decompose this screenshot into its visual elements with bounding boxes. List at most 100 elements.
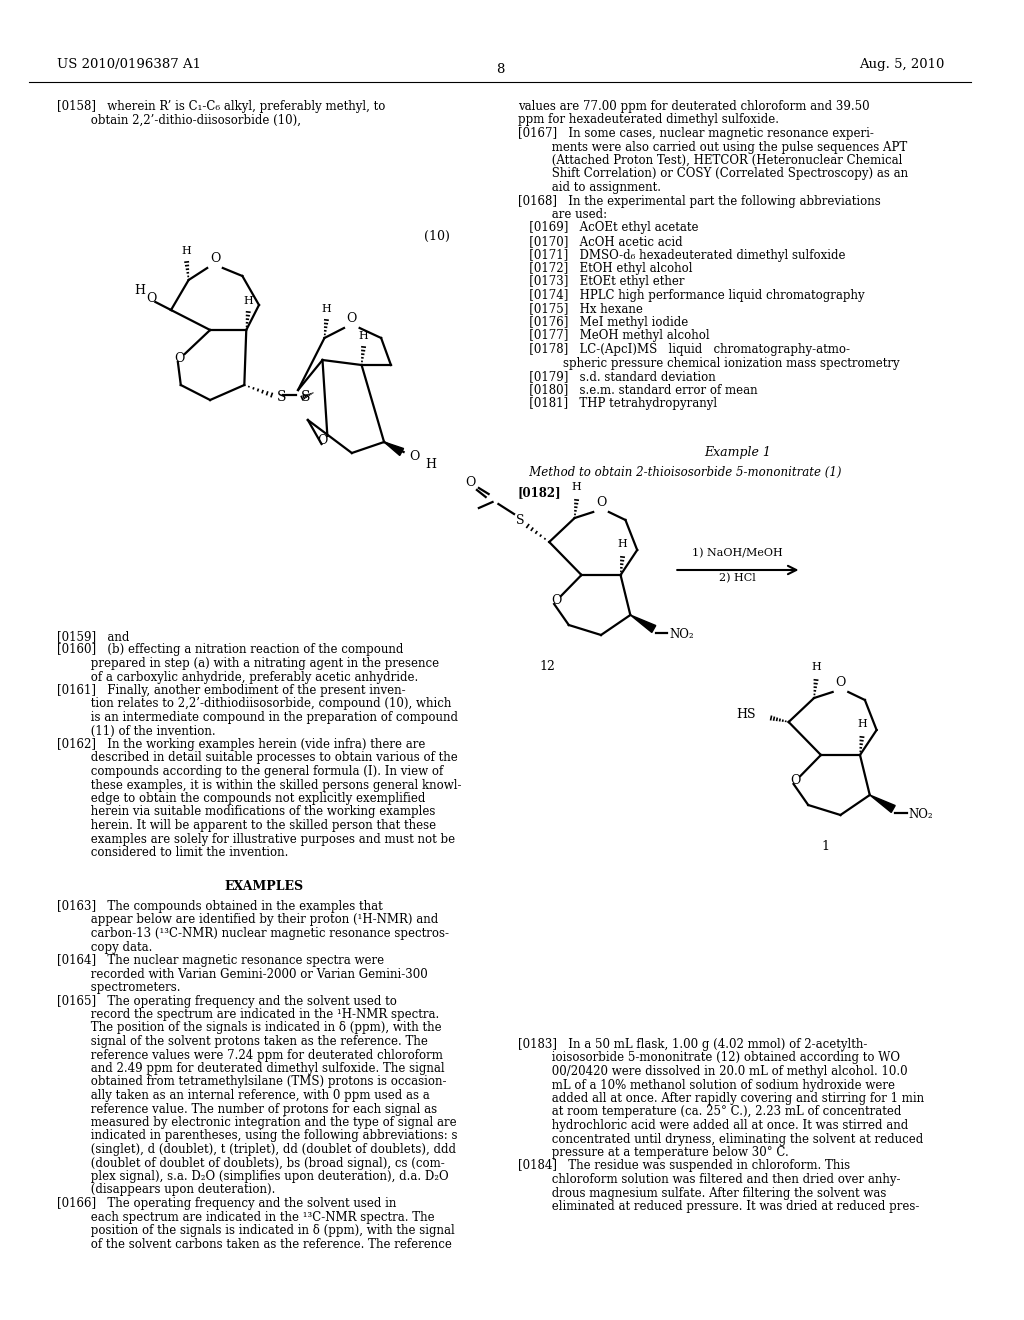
Text: herein. It will be apparent to the skilled person that these: herein. It will be apparent to the skill… <box>56 818 436 832</box>
Text: [0184]   The residue was suspended in chloroform. This: [0184] The residue was suspended in chlo… <box>518 1159 850 1172</box>
Text: [0166]   The operating frequency and the solvent used in: [0166] The operating frequency and the s… <box>56 1197 396 1210</box>
Text: [0176]   MeI methyl iodide: [0176] MeI methyl iodide <box>518 315 688 329</box>
Text: [0158]   wherein R’ is C₁-C₆ alkyl, preferably methyl, to: [0158] wherein R’ is C₁-C₆ alkyl, prefer… <box>56 100 385 114</box>
Text: signal of the solvent protons taken as the reference. The: signal of the solvent protons taken as t… <box>56 1035 428 1048</box>
Text: O: O <box>210 252 220 265</box>
Text: H: H <box>358 331 369 341</box>
Text: [0172]   EtOH ethyl alcohol: [0172] EtOH ethyl alcohol <box>518 261 692 275</box>
Text: 00/20420 were dissolved in 20.0 mL of methyl alcohol. 10.0: 00/20420 were dissolved in 20.0 mL of me… <box>518 1065 907 1078</box>
Text: pressure at a temperature below 30° C.: pressure at a temperature below 30° C. <box>518 1146 788 1159</box>
Text: 2) HCl: 2) HCl <box>720 573 756 583</box>
Text: mL of a 10% methanol solution of sodium hydroxide were: mL of a 10% methanol solution of sodium … <box>518 1078 895 1092</box>
Text: examples are solely for illustrative purposes and must not be: examples are solely for illustrative pur… <box>56 833 455 846</box>
Text: [0177]   MeOH methyl alcohol: [0177] MeOH methyl alcohol <box>518 330 710 342</box>
Text: (disappears upon deuteration).: (disappears upon deuteration). <box>56 1184 275 1196</box>
Text: H: H <box>571 482 582 492</box>
Text: O: O <box>791 774 801 787</box>
Text: [0170]   AcOH acetic acid: [0170] AcOH acetic acid <box>518 235 683 248</box>
Text: Shift Correlation) or COSY (Correlated Spectroscopy) as an: Shift Correlation) or COSY (Correlated S… <box>518 168 908 181</box>
Text: spheric pressure chemical ionization mass spectrometry: spheric pressure chemical ionization mas… <box>518 356 899 370</box>
Text: [0168]   In the experimental part the following abbreviations: [0168] In the experimental part the foll… <box>518 194 881 207</box>
Text: O: O <box>317 433 328 446</box>
Text: chloroform solution was filtered and then dried over anhy-: chloroform solution was filtered and the… <box>518 1173 900 1185</box>
Text: indicated in parentheses, using the following abbreviations: s: indicated in parentheses, using the foll… <box>56 1130 457 1143</box>
Text: H: H <box>244 296 253 306</box>
Text: O: O <box>146 292 157 305</box>
Text: concentrated until dryness, eliminating the solvent at reduced: concentrated until dryness, eliminating … <box>518 1133 924 1146</box>
Text: each spectrum are indicated in the ¹³C-NMR spectra. The: each spectrum are indicated in the ¹³C-N… <box>56 1210 434 1224</box>
Text: [0173]   EtOEt ethyl ether: [0173] EtOEt ethyl ether <box>518 276 684 289</box>
Text: [0178]   LC-(ApcI)MS   liquid   chromatography-atmo-: [0178] LC-(ApcI)MS liquid chromatography… <box>518 343 850 356</box>
Text: (doublet of doublet of doublets), bs (broad signal), cs (com-: (doublet of doublet of doublets), bs (br… <box>56 1156 444 1170</box>
Text: reference values were 7.24 ppm for deuterated chloroform: reference values were 7.24 ppm for deute… <box>56 1048 442 1061</box>
Text: US 2010/0196387 A1: US 2010/0196387 A1 <box>56 58 201 71</box>
Text: NO₂: NO₂ <box>909 808 934 821</box>
Text: H: H <box>425 458 436 470</box>
Text: [0164]   The nuclear magnetic resonance spectra were: [0164] The nuclear magnetic resonance sp… <box>56 954 384 968</box>
Text: [0182]: [0182] <box>518 486 561 499</box>
Text: position of the signals is indicated in δ (ppm), with the signal: position of the signals is indicated in … <box>56 1224 455 1237</box>
Text: compounds according to the general formula (I). In view of: compounds according to the general formu… <box>56 766 443 777</box>
Text: O: O <box>836 676 846 689</box>
Text: [0175]   Hx hexane: [0175] Hx hexane <box>518 302 643 315</box>
Text: [0167]   In some cases, nuclear magnetic resonance experi-: [0167] In some cases, nuclear magnetic r… <box>518 127 873 140</box>
Text: 1) NaOH/MeOH: 1) NaOH/MeOH <box>692 548 783 558</box>
Text: O: O <box>465 475 475 488</box>
Text: [0159]   and: [0159] and <box>56 630 129 643</box>
Text: added all at once. After rapidly covering and stirring for 1 min: added all at once. After rapidly coverin… <box>518 1092 924 1105</box>
Text: 8: 8 <box>497 63 505 77</box>
Text: [0179]   s.d. standard deviation: [0179] s.d. standard deviation <box>518 370 716 383</box>
Text: ally taken as an internal reference, with 0 ppm used as a: ally taken as an internal reference, wit… <box>56 1089 429 1102</box>
Text: copy data.: copy data. <box>56 940 152 953</box>
Text: described in detail suitable processes to obtain various of the: described in detail suitable processes t… <box>56 751 458 764</box>
Text: [0174]   HPLC high performance liquid chromatography: [0174] HPLC high performance liquid chro… <box>518 289 864 302</box>
Text: 1: 1 <box>822 840 829 853</box>
Text: [0183]   In a 50 mL flask, 1.00 g (4.02 mmol) of 2-acetylth-: [0183] In a 50 mL flask, 1.00 g (4.02 mm… <box>518 1038 867 1051</box>
Text: tion relates to 2,2’-dithiodiisosorbide, compound (10), which: tion relates to 2,2’-dithiodiisosorbide,… <box>56 697 451 710</box>
Text: (10): (10) <box>424 230 450 243</box>
Text: obtained from tetramethylsilane (TMS) protons is occasion-: obtained from tetramethylsilane (TMS) pr… <box>56 1076 446 1089</box>
Text: [0180]   s.e.m. standard error of mean: [0180] s.e.m. standard error of mean <box>518 384 758 396</box>
Text: (singlet), d (doublet), t (triplet), dd (doublet of doublets), ddd: (singlet), d (doublet), t (triplet), dd … <box>56 1143 456 1156</box>
Polygon shape <box>869 795 895 812</box>
Text: H: H <box>134 284 145 297</box>
Text: is an intermediate compound in the preparation of compound: is an intermediate compound in the prepa… <box>56 711 458 723</box>
Text: ioisosorbide 5-mononitrate (12) obtained according to WO: ioisosorbide 5-mononitrate (12) obtained… <box>518 1052 900 1064</box>
Text: recorded with Varian Gemini-2000 or Varian Gemini-300: recorded with Varian Gemini-2000 or Vari… <box>56 968 427 981</box>
Text: [0162]   In the working examples herein (vide infra) there are: [0162] In the working examples herein (v… <box>56 738 425 751</box>
Text: (11) of the invention.: (11) of the invention. <box>56 725 215 738</box>
Text: [0160]   (b) effecting a nitration reaction of the compound: [0160] (b) effecting a nitration reactio… <box>56 644 403 656</box>
Text: measured by electronic integration and the type of signal are: measured by electronic integration and t… <box>56 1115 457 1129</box>
Text: considered to limit the invention.: considered to limit the invention. <box>56 846 288 859</box>
Polygon shape <box>631 615 655 632</box>
Text: O: O <box>347 312 357 325</box>
Text: are used:: are used: <box>518 209 607 220</box>
Text: at room temperature (ca. 25° C.), 2.23 mL of concentrated: at room temperature (ca. 25° C.), 2.23 m… <box>518 1106 901 1118</box>
Text: The position of the signals is indicated in δ (ppm), with the: The position of the signals is indicated… <box>56 1022 441 1035</box>
Text: Aug. 5, 2010: Aug. 5, 2010 <box>859 58 944 71</box>
Text: hydrochloric acid were added all at once. It was stirred and: hydrochloric acid were added all at once… <box>518 1119 908 1133</box>
Text: O: O <box>596 496 606 510</box>
Text: values are 77.00 ppm for deuterated chloroform and 39.50: values are 77.00 ppm for deuterated chlo… <box>518 100 869 114</box>
Text: [0181]   THP tetrahydropyranyl: [0181] THP tetrahydropyranyl <box>518 397 717 411</box>
Text: O: O <box>551 594 561 606</box>
Text: and 2.49 ppm for deuterated dimethyl sulfoxide. The signal: and 2.49 ppm for deuterated dimethyl sul… <box>56 1063 444 1074</box>
Text: Example 1: Example 1 <box>705 446 771 459</box>
Text: [0169]   AcOEt ethyl acetate: [0169] AcOEt ethyl acetate <box>518 222 698 235</box>
Text: of the solvent carbons taken as the reference. The reference: of the solvent carbons taken as the refe… <box>56 1238 452 1250</box>
Text: edge to obtain the compounds not explicitly exemplified: edge to obtain the compounds not explici… <box>56 792 425 805</box>
Text: H: H <box>617 539 628 549</box>
Text: appear below are identified by their proton (¹H-NMR) and: appear below are identified by their pro… <box>56 913 438 927</box>
Text: drous magnesium sulfate. After filtering the solvent was: drous magnesium sulfate. After filtering… <box>518 1187 887 1200</box>
Text: aid to assignment.: aid to assignment. <box>518 181 660 194</box>
Text: of a carboxylic anhydride, preferably acetic anhydride.: of a carboxylic anhydride, preferably ac… <box>56 671 418 684</box>
Text: H: H <box>811 663 821 672</box>
Text: herein via suitable modifications of the working examples: herein via suitable modifications of the… <box>56 805 435 818</box>
Text: [0165]   The operating frequency and the solvent used to: [0165] The operating frequency and the s… <box>56 994 396 1007</box>
Text: reference value. The number of protons for each signal as: reference value. The number of protons f… <box>56 1102 437 1115</box>
Text: carbon-13 (¹³C-NMR) nuclear magnetic resonance spectros-: carbon-13 (¹³C-NMR) nuclear magnetic res… <box>56 927 449 940</box>
Text: O: O <box>410 450 420 462</box>
Text: H: H <box>182 246 191 256</box>
Text: prepared in step (a) with a nitrating agent in the presence: prepared in step (a) with a nitrating ag… <box>56 657 439 671</box>
Text: spectrometers.: spectrometers. <box>56 981 180 994</box>
